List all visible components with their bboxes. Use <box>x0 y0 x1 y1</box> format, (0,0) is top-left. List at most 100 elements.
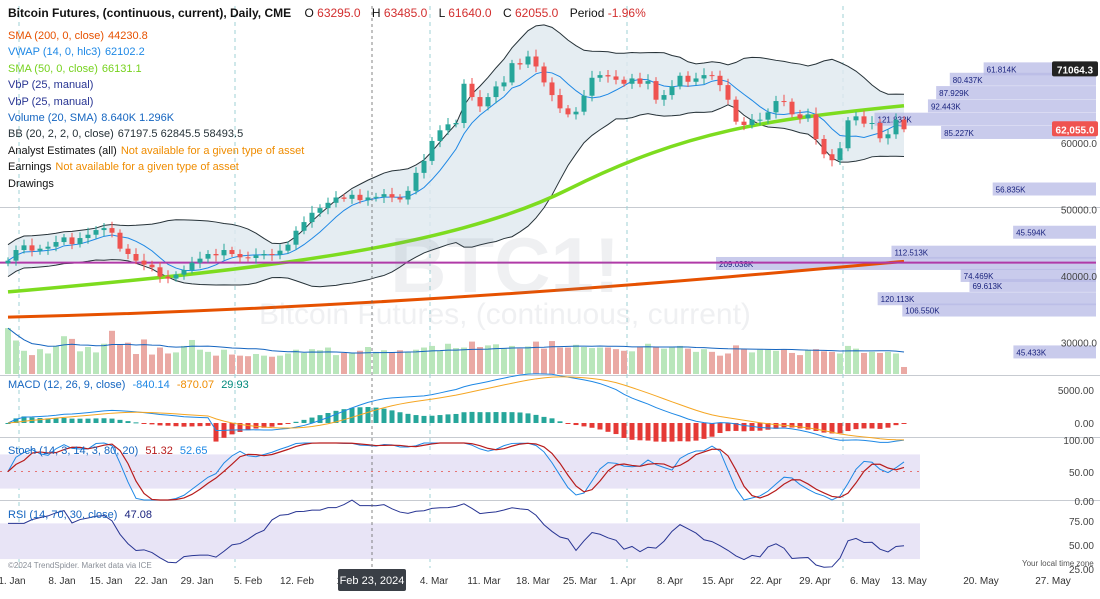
macd-histogram-bar <box>157 423 163 426</box>
volume-bar <box>109 330 115 374</box>
candle-body <box>133 254 139 261</box>
macd-histogram-bar <box>525 413 531 423</box>
volume-bar <box>653 347 659 374</box>
macd-histogram-bar <box>413 415 419 423</box>
macd-histogram-bar <box>637 423 643 441</box>
macd-histogram-bar <box>661 423 667 442</box>
legend-row[interactable]: VbP (25, manual) <box>8 78 101 92</box>
candle-body <box>765 112 771 120</box>
macd-histogram-bar <box>253 423 259 429</box>
macd-histogram-bar <box>45 418 51 423</box>
candle-body <box>397 197 403 200</box>
volume-bar <box>845 345 851 374</box>
legend-row[interactable]: Volume (20, SMA) 8.640K 1.296K <box>8 111 178 125</box>
macd-histogram-bar <box>77 418 83 423</box>
macd-histogram-bar <box>789 423 795 428</box>
candle-body <box>493 86 499 98</box>
candle-body <box>717 75 723 86</box>
macd-histogram-bar <box>181 423 187 427</box>
volume-bar <box>861 352 867 374</box>
stoch-band <box>0 454 920 489</box>
volume-bar <box>245 356 251 374</box>
volume-bar <box>181 345 187 374</box>
macd-histogram-bar <box>493 412 499 423</box>
low-value: 61640.0 <box>448 6 492 20</box>
macd-histogram-bar <box>333 410 339 423</box>
legend-row[interactable]: VbP (25, manual) <box>8 95 101 109</box>
volume-bar <box>549 341 555 374</box>
vwap-line <box>7 71 905 272</box>
macd-histogram-bar <box>733 423 739 431</box>
legend-row[interactable]: SMA (50, 0, close) 66131.1 <box>8 62 146 76</box>
volume-bar <box>77 351 83 374</box>
volume-bar <box>501 348 507 374</box>
macd-histogram-bar <box>197 423 203 427</box>
price-tag-label: 71064.3 <box>1057 65 1094 76</box>
volume-bar <box>61 336 67 374</box>
candle-body <box>173 274 179 279</box>
macd-histogram-bar <box>349 407 355 423</box>
volume-bar <box>285 353 291 374</box>
candle-body <box>181 269 187 275</box>
vbp-label: 45.433K <box>1016 348 1046 357</box>
x-tick-label: 12. Feb <box>280 576 314 587</box>
candle-body <box>477 97 483 107</box>
vbp-bar <box>902 303 1096 317</box>
candle-body <box>549 82 555 96</box>
legend-row[interactable]: SMA (200, 0, close) 44230.8 <box>8 29 152 43</box>
volume-bar <box>453 348 459 374</box>
x-tick-label: 6. May <box>850 576 880 587</box>
candle-body <box>773 101 779 113</box>
vbp-bar <box>927 99 1096 113</box>
x-tick-label: 20. May <box>963 576 999 587</box>
volume-bar <box>645 343 651 374</box>
legend-row[interactable]: Earnings Not available for a given type o… <box>8 160 243 174</box>
candle-body <box>669 86 675 96</box>
vbp-bar <box>1013 345 1096 359</box>
volume-bar <box>749 352 755 374</box>
stoch-y-tick: 50.00 <box>1069 468 1094 479</box>
candle-body <box>77 238 83 245</box>
rsi-band <box>0 523 920 560</box>
macd-histogram-bar <box>149 423 155 425</box>
macd-histogram-bar <box>877 423 883 429</box>
volume-bar <box>317 350 323 374</box>
volume-bar <box>141 339 147 374</box>
volume-bar <box>717 355 723 374</box>
chart-title: Bitcoin Futures, (continuous, current), … <box>8 6 292 20</box>
candle-body <box>189 262 195 270</box>
legend-row[interactable]: Analyst Estimates (all) Not available for… <box>8 144 308 158</box>
volume-bar <box>805 349 811 374</box>
vbp-label: 74.469K <box>964 272 994 281</box>
candle-body <box>757 119 763 121</box>
x-tick-label: 27. May <box>1035 576 1071 587</box>
macd-histogram-bar <box>589 423 595 428</box>
volume-bar <box>309 349 315 374</box>
legend-row[interactable]: BB (20, 2, 2, 0, close) 67197.5 62845.5 5… <box>8 127 247 141</box>
legend-row[interactable]: VWAP (14, 0, hlc3) 62102.2 <box>8 45 149 59</box>
volume-bar <box>765 349 771 374</box>
candle-body <box>357 194 363 201</box>
macd-histogram-bar <box>813 423 819 431</box>
legend-name: Volume (20, SMA) <box>8 112 98 124</box>
macd-histogram-bar <box>685 423 691 442</box>
candle-body <box>805 114 811 119</box>
candle-body <box>485 97 491 107</box>
legend-name: Earnings <box>8 161 52 174</box>
candle-body <box>829 154 835 161</box>
candle-body <box>309 212 315 223</box>
volume-bar <box>373 351 379 374</box>
legend-row[interactable]: Drawings <box>8 177 62 191</box>
candle-body <box>373 196 379 198</box>
volume-bar <box>157 347 163 374</box>
candle-body <box>301 222 307 231</box>
macd-histogram-bar <box>229 423 235 435</box>
candle-body <box>165 276 171 279</box>
macd-histogram-bar <box>125 421 131 423</box>
volume-bar <box>669 347 675 374</box>
macd-histogram-bar <box>21 416 27 423</box>
vbp-label: 45.594K <box>1016 229 1046 238</box>
candle-body <box>109 228 115 233</box>
macd-histogram-bar <box>717 423 723 433</box>
